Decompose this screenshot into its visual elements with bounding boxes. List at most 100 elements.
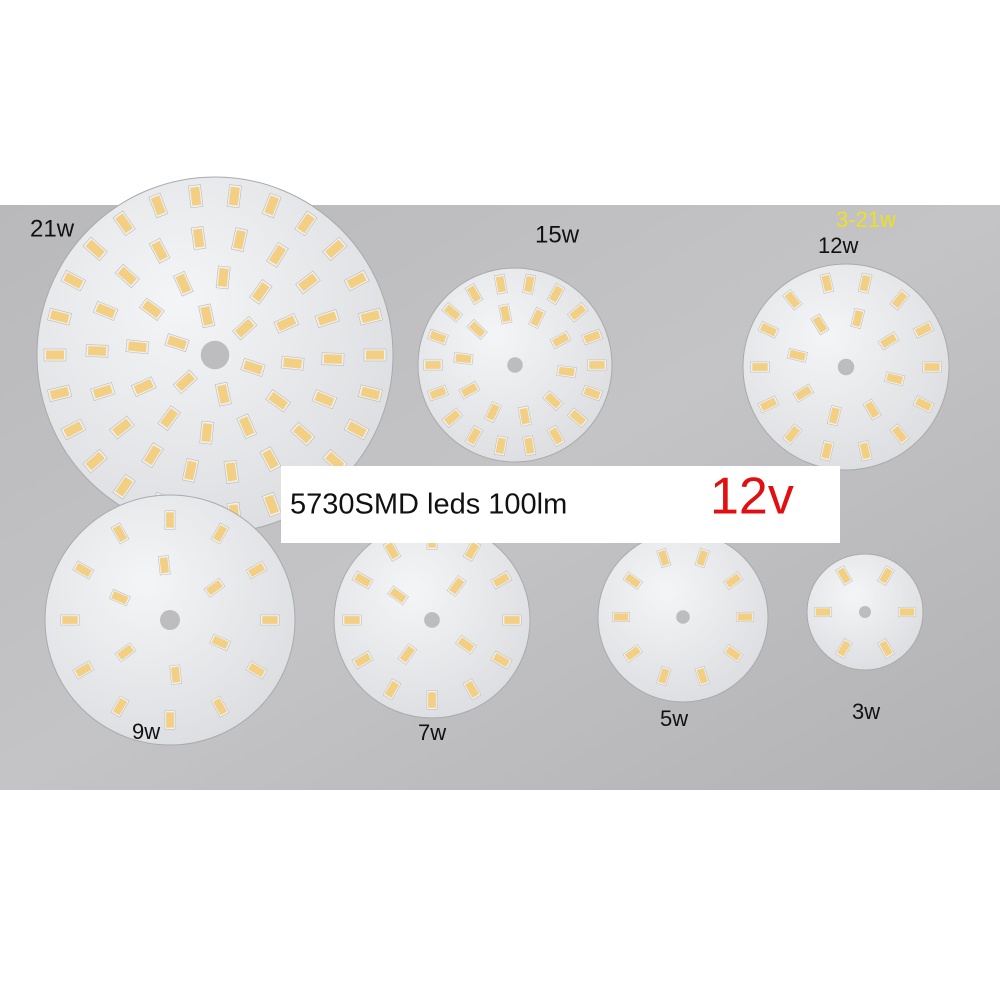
led-phosphor xyxy=(548,285,564,303)
smd-led xyxy=(249,279,273,305)
smd-led xyxy=(782,288,803,311)
smd-led xyxy=(889,423,910,446)
smd-led xyxy=(363,348,387,362)
led-board xyxy=(417,267,613,463)
led-phosphor xyxy=(85,451,105,471)
smd-led xyxy=(857,272,873,294)
led-phosphor xyxy=(425,361,441,369)
led-phosphor xyxy=(486,403,500,421)
led-phosphor xyxy=(914,322,933,337)
smd-led xyxy=(694,547,710,569)
led-phosphor xyxy=(569,409,587,426)
smd-led xyxy=(656,665,672,687)
led-phosphor xyxy=(821,442,833,460)
smd-led xyxy=(109,415,135,440)
led-phosphor xyxy=(924,363,940,371)
led-phosphor xyxy=(360,386,381,400)
led-phosphor xyxy=(171,666,181,683)
smd-led xyxy=(757,395,780,414)
led-board xyxy=(44,494,296,746)
led-phosphor xyxy=(815,608,831,616)
led-phosphor xyxy=(85,239,105,259)
led-phosphor xyxy=(495,276,506,293)
smd-led xyxy=(210,522,230,545)
smd-led xyxy=(72,660,95,680)
wattage-label: 5w xyxy=(660,706,688,731)
smd-led xyxy=(782,423,803,446)
led-phosphor xyxy=(293,424,313,444)
smd-led xyxy=(172,270,194,297)
smd-led xyxy=(82,236,108,262)
led-phosphor xyxy=(217,384,230,404)
led-phosphor xyxy=(264,195,280,216)
led-phosphor xyxy=(759,322,778,337)
led-board xyxy=(597,531,769,703)
smd-led xyxy=(426,690,438,710)
led-phosphor xyxy=(524,437,535,454)
smd-led xyxy=(47,384,73,403)
led-phosphor xyxy=(464,680,480,698)
smd-led xyxy=(322,236,348,262)
led-phosphor xyxy=(317,311,338,326)
led-phosphor xyxy=(235,318,255,338)
led-phosphor xyxy=(264,494,280,515)
led-phosphor xyxy=(519,407,530,425)
smd-led xyxy=(835,565,853,586)
wattage-label: 7w xyxy=(418,720,446,745)
led-phosphor xyxy=(117,266,137,286)
smd-led xyxy=(786,347,808,363)
smd-led xyxy=(169,664,183,685)
smd-led xyxy=(757,320,780,339)
led-phosphor xyxy=(49,386,70,400)
center-hole xyxy=(424,612,440,628)
smd-led xyxy=(427,384,449,402)
smd-led xyxy=(164,333,190,353)
led-phosphor xyxy=(115,476,133,497)
smd-led xyxy=(889,288,910,311)
led-phosphor xyxy=(346,421,367,438)
led-phosphor xyxy=(899,608,915,616)
led-phosphor xyxy=(262,449,279,470)
led-board xyxy=(806,553,924,671)
smd-led xyxy=(862,398,882,421)
smd-led xyxy=(722,644,744,663)
smd-led xyxy=(792,383,815,403)
smd-led xyxy=(351,570,374,590)
smd-led xyxy=(490,650,513,670)
led-phosphor xyxy=(583,330,601,344)
smd-led xyxy=(130,376,157,398)
led-phosphor xyxy=(366,350,384,360)
led-phosphor xyxy=(243,360,263,375)
smd-led xyxy=(441,302,463,323)
smd-led xyxy=(230,227,249,252)
led-phosphor xyxy=(87,346,107,356)
smd-led xyxy=(240,357,266,377)
led-phosphor xyxy=(837,567,851,584)
led-phosphor xyxy=(46,350,64,360)
led-phosphor xyxy=(344,616,360,624)
led-phosphor xyxy=(530,309,544,327)
smd-led xyxy=(382,678,402,701)
smd-led xyxy=(622,571,644,590)
smd-led xyxy=(43,348,67,362)
led-phosphor xyxy=(784,425,801,443)
smd-led xyxy=(245,560,268,580)
led-phosphor xyxy=(325,239,345,259)
smd-led xyxy=(261,491,282,518)
smd-led xyxy=(226,184,242,209)
led-phosphor xyxy=(569,304,587,321)
smd-led xyxy=(157,555,171,576)
wattage-label: 21w xyxy=(30,215,75,242)
led-phosphor xyxy=(354,652,372,668)
led-phosphor xyxy=(879,567,893,584)
smd-led xyxy=(112,473,136,500)
led-phosphor xyxy=(428,692,436,708)
led-phosphor xyxy=(200,306,213,326)
smd-led xyxy=(188,184,204,209)
led-phosphor xyxy=(63,272,84,289)
smd-led xyxy=(357,384,383,403)
led-phosphor xyxy=(212,698,228,716)
smd-led xyxy=(490,570,513,590)
led-phosphor xyxy=(298,273,318,292)
